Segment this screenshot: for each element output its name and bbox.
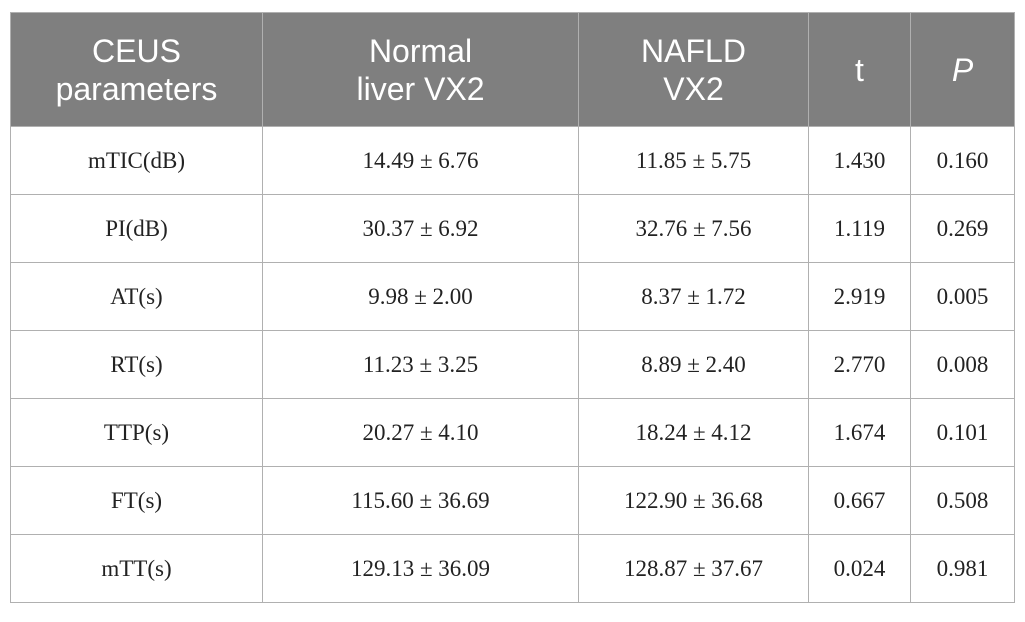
table-cell: TTP(s) [10, 398, 263, 467]
table-cell: 0.101 [910, 398, 1015, 467]
header-text: t [855, 51, 864, 88]
table-cell: 129.13 ± 36.09 [262, 534, 579, 603]
header-text: CEUS [92, 32, 181, 69]
table-cell: 1.430 [808, 126, 911, 195]
table-cell: 0.005 [910, 262, 1015, 331]
header-text: liver VX2 [356, 70, 485, 107]
table-cell: 122.90 ± 36.68 [578, 466, 809, 535]
table-cell: AT(s) [10, 262, 263, 331]
table-cell: 1.674 [808, 398, 911, 467]
table-cell: 0.160 [910, 126, 1015, 195]
table-row: PI(dB) 30.37 ± 6.92 32.76 ± 7.56 1.119 0.269 [10, 194, 1015, 263]
table-cell: mTIC(dB) [10, 126, 263, 195]
table-cell: 30.37 ± 6.92 [262, 194, 579, 263]
table-cell: 0.981 [910, 534, 1015, 603]
table-row: RT(s) 11.23 ± 3.25 8.89 ± 2.40 2.770 0.008 [10, 330, 1015, 399]
table-cell: 11.23 ± 3.25 [262, 330, 579, 399]
header-cell: CEUS parameters [10, 12, 263, 127]
table-cell: 115.60 ± 36.69 [262, 466, 579, 535]
table-cell: PI(dB) [10, 194, 263, 263]
table-row: mTIC(dB) 14.49 ± 6.76 11.85 ± 5.75 1.430 0.1… [10, 126, 1015, 195]
header-cell: t [808, 12, 911, 127]
table-row: mTT(s) 129.13 ± 36.09 128.87 ± 37.67 0.024 0… [10, 534, 1015, 603]
table-cell: 20.27 ± 4.10 [262, 398, 579, 467]
header-text: Normal [368, 32, 473, 69]
table-cell: 14.49 ± 6.76 [262, 126, 579, 195]
table-cell: 18.24 ± 4.12 [578, 398, 809, 467]
table-cell: 9.98 ± 2.00 [262, 262, 579, 331]
table-cell: 128.87 ± 37.67 [578, 534, 809, 603]
table-cell: 8.89 ± 2.40 [578, 330, 809, 399]
table-cell: 0.508 [910, 466, 1015, 535]
table-body: mTIC(dB) 14.49 ± 6.76 11.85 ± 5.75 1.430 0.1… [10, 126, 1015, 603]
header-cell: P [910, 12, 1015, 127]
table-row: TTP(s) 20.27 ± 4.10 18.24 ± 4.12 1.674 0.101 [10, 398, 1015, 467]
header-cell: NAFLD VX2 [578, 12, 809, 127]
table-cell: 2.770 [808, 330, 911, 399]
table-cell: 2.919 [808, 262, 911, 331]
table-row: FT(s) 115.60 ± 36.69 122.90 ± 36.68 0.667 0.… [10, 466, 1015, 535]
header-text: NAFLD [641, 32, 746, 69]
table-cell: RT(s) [10, 330, 263, 399]
header-cell: Normal liver VX2 [262, 12, 579, 127]
table-cell: 32.76 ± 7.56 [578, 194, 809, 263]
table-cell: 0.024 [808, 534, 911, 603]
header-row: CEUS parameters Normal liver VX2 NAFLD VX2 t P [10, 12, 1015, 127]
table-row: AT(s) 9.98 ± 2.00 8.37 ± 1.72 2.919 0.005 [10, 262, 1015, 331]
table-cell: 1.119 [808, 194, 911, 263]
table-cell: 0.667 [808, 466, 911, 535]
table-cell: 11.85 ± 5.75 [578, 126, 809, 195]
header-text: VX2 [663, 70, 724, 107]
table-cell: 8.37 ± 1.72 [578, 262, 809, 331]
table-cell: FT(s) [10, 466, 263, 535]
table-cell: 0.008 [910, 330, 1015, 399]
table-cell: 0.269 [910, 194, 1015, 263]
header-text: parameters [55, 70, 218, 107]
data-table: CEUS parameters Normal liver VX2 NAFLD VX2 t P … [10, 12, 1015, 603]
table-cell: mTT(s) [10, 534, 263, 603]
header-text: P [951, 51, 974, 88]
